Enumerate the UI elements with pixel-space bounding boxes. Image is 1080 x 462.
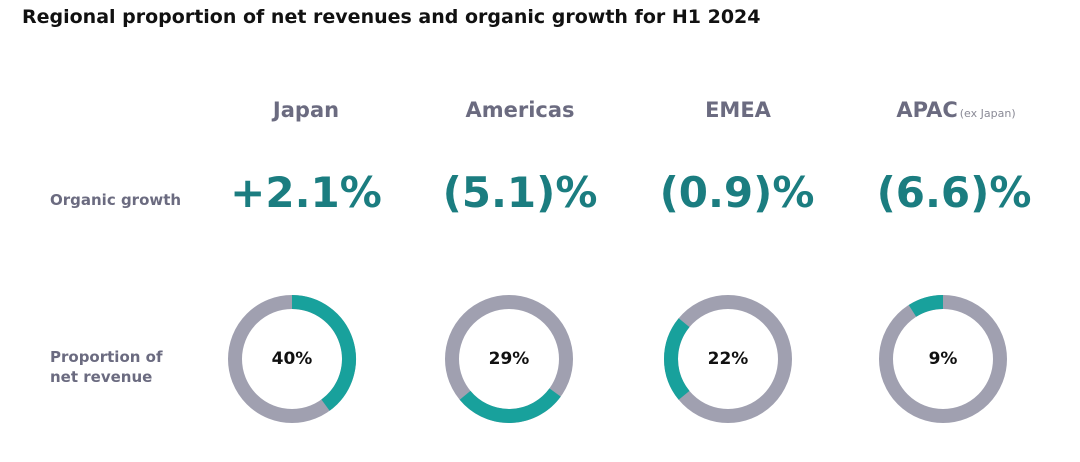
- region-label-japan: Japan: [196, 98, 416, 122]
- donut-label: 29%: [488, 349, 530, 369]
- row-label-organic-growth: Organic growth: [50, 191, 182, 209]
- donut-emea: 22%: [662, 293, 794, 425]
- donut-segment: [664, 318, 690, 400]
- chart-title: Regional proportion of net revenues and …: [22, 6, 761, 28]
- growth-value-japan: +2.1%: [230, 168, 382, 217]
- donut-segment: [908, 295, 944, 317]
- donut-label: 40%: [271, 349, 313, 369]
- growth-value-americas: (5.1)%: [442, 168, 598, 217]
- growth-value-emea: (0.9)%: [659, 168, 815, 217]
- growth-value-apac: (6.6)%: [876, 168, 1032, 217]
- donut-segment: [291, 295, 356, 411]
- donut-segment: [459, 388, 561, 423]
- donut-label: 9%: [928, 349, 958, 369]
- donut-svg: [664, 295, 792, 423]
- region-name: Japan: [272, 98, 340, 122]
- donut-americas: 29%: [443, 293, 575, 425]
- donut-svg: [879, 295, 1007, 423]
- donut-apac: 9%: [877, 293, 1009, 425]
- region-name: Americas: [465, 98, 575, 122]
- region-label-emea: EMEA: [628, 98, 848, 122]
- region-note: (ex Japan): [959, 107, 1016, 120]
- donut-japan: 40%: [226, 293, 358, 425]
- row-label-proportion: Proportion of net revenue: [50, 347, 163, 387]
- region-label-apac: APAC (ex Japan): [846, 98, 1066, 122]
- region-name: EMEA: [705, 98, 771, 122]
- donut-svg: [445, 295, 573, 423]
- donut-svg: [228, 295, 356, 423]
- region-label-americas: Americas: [410, 98, 630, 122]
- row-label-line: Proportion of: [50, 348, 163, 366]
- row-label-line: net revenue: [50, 368, 153, 386]
- donut-label: 22%: [707, 349, 749, 369]
- region-name: APAC: [896, 98, 958, 122]
